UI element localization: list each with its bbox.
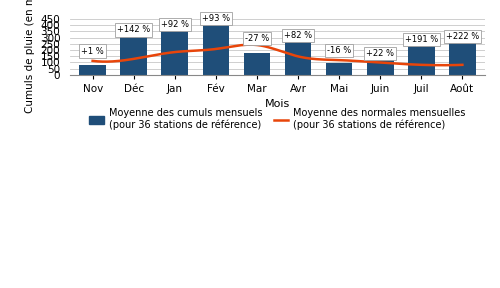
Y-axis label: Cumuls de pluie (en mm): Cumuls de pluie (en mm) <box>25 0 35 113</box>
Bar <box>326 62 352 75</box>
X-axis label: Mois: Mois <box>265 99 290 109</box>
Text: +82 %: +82 % <box>284 31 312 40</box>
Text: +142 %: +142 % <box>117 25 150 35</box>
Text: +92 %: +92 % <box>161 20 189 29</box>
Text: +22 %: +22 % <box>366 49 394 58</box>
Bar <box>408 46 434 75</box>
Bar <box>120 37 147 75</box>
Text: -16 %: -16 % <box>327 46 351 55</box>
Text: +222 %: +222 % <box>446 32 479 41</box>
Text: +1 %: +1 % <box>82 47 104 56</box>
Text: +191 %: +191 % <box>404 35 438 44</box>
Bar <box>284 42 312 75</box>
Bar <box>244 53 270 75</box>
Bar <box>202 25 229 75</box>
Bar <box>367 60 394 75</box>
Text: -27 %: -27 % <box>245 34 269 43</box>
Bar <box>449 43 476 75</box>
Legend: Moyenne des cumuls mensuels
(pour 36 stations de référence), Moyenne des normale: Moyenne des cumuls mensuels (pour 36 sta… <box>86 105 468 133</box>
Bar <box>162 31 188 75</box>
Bar <box>80 65 106 75</box>
Text: +93 %: +93 % <box>202 14 230 23</box>
